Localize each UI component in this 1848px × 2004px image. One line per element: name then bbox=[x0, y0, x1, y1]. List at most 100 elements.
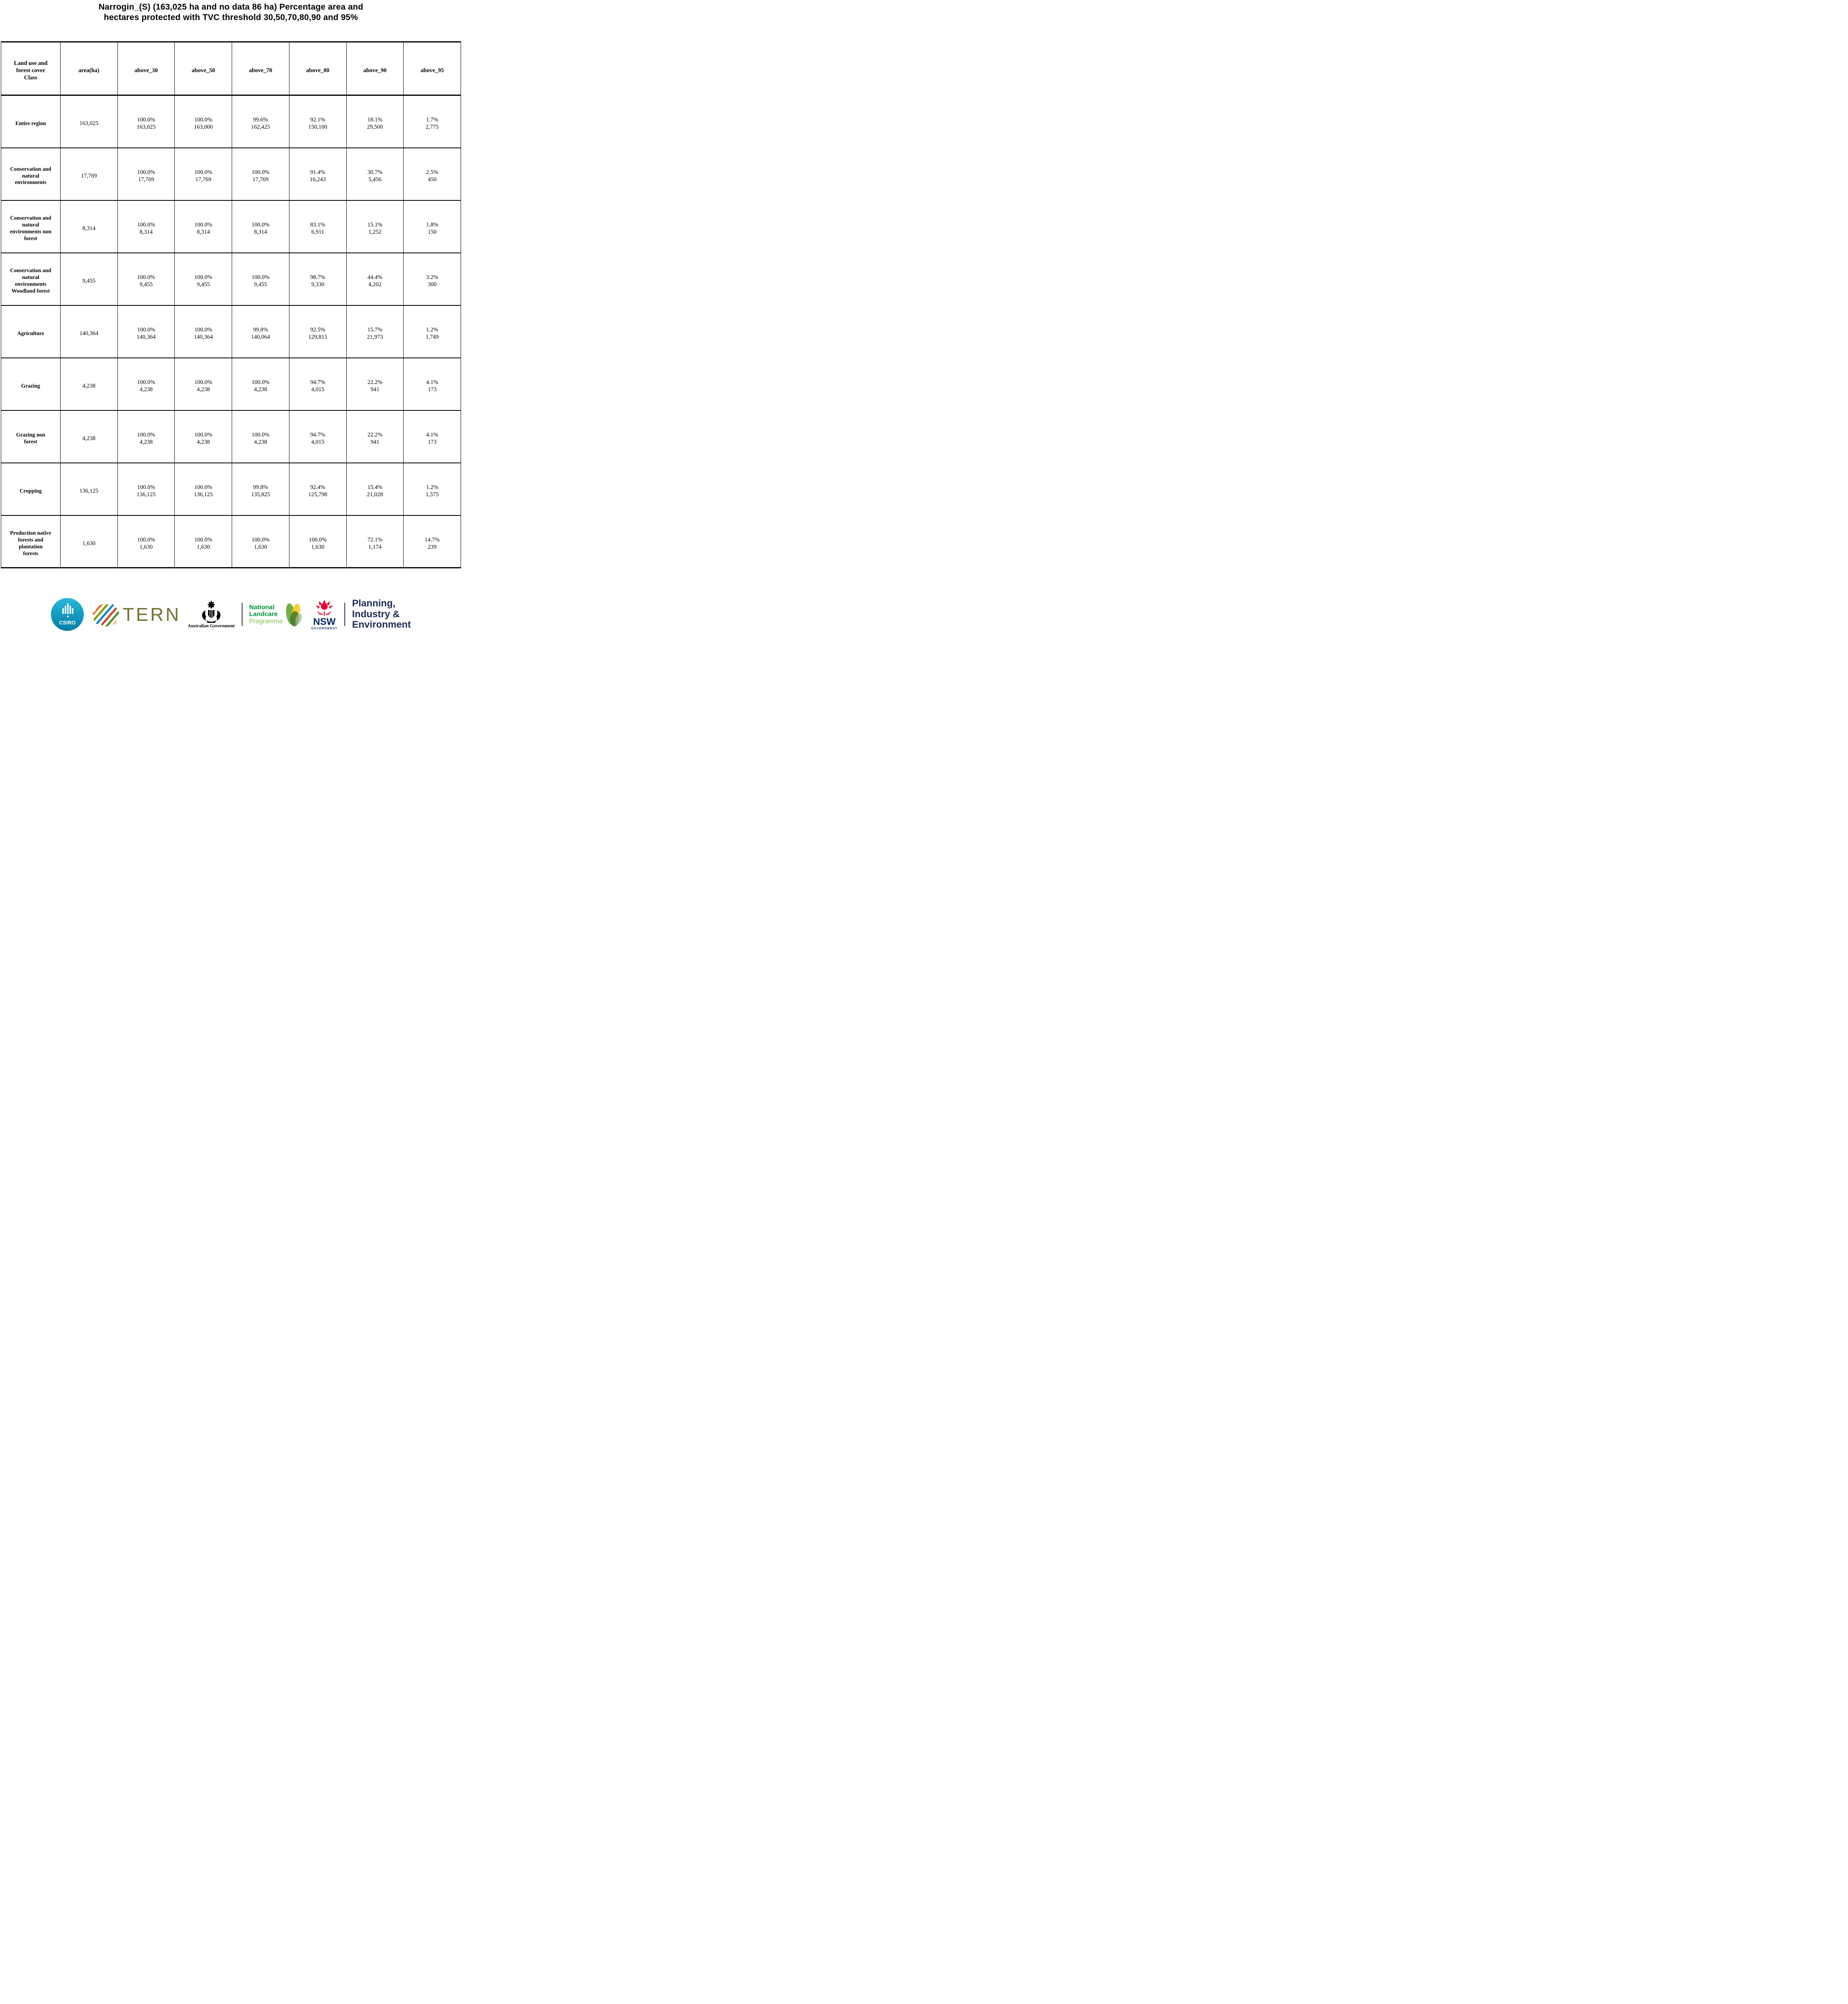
divider bbox=[344, 603, 346, 626]
australian-government-logo: Australian Government bbox=[188, 600, 235, 628]
data-cell: 99.6% 162,425 bbox=[232, 95, 289, 148]
table-row: Conservation and natural environments 17… bbox=[1, 147, 461, 201]
data-cell: 100.0% 8,314 bbox=[117, 200, 175, 253]
row-label: Conservation and natural environments no… bbox=[1, 200, 61, 253]
table-row: Entire region 163,025 100.0% 163,025 100… bbox=[1, 95, 461, 148]
data-cell: 100.0% 1,630 bbox=[174, 515, 233, 568]
data-cell: 100.0% 4,238 bbox=[232, 410, 289, 463]
data-cell: 1.2% 1,749 bbox=[403, 305, 461, 358]
data-cell: 94.7% 4,015 bbox=[289, 357, 347, 411]
data-cell: 92.1% 150,100 bbox=[289, 95, 347, 148]
csiro-label: CSIRO bbox=[59, 620, 75, 626]
data-cell: 91.4% 16,243 bbox=[289, 147, 347, 201]
data-cell: 4.1% 173 bbox=[403, 357, 461, 411]
column-header-class: Land use and forest cover Class bbox=[1, 41, 61, 96]
header-row: Land use and forest cover Class area(ha)… bbox=[1, 41, 461, 96]
column-header-area: area(ha) bbox=[60, 41, 118, 96]
table-row: Cropping 136,125 100.0% 136,125 100.0% 1… bbox=[1, 462, 461, 516]
data-cell: 14.7% 239 bbox=[403, 515, 461, 568]
table-row: Agriculture 140,364 100.0% 140,364 100.0… bbox=[1, 305, 461, 358]
row-label: Grazing non forest bbox=[1, 410, 61, 463]
data-cell: 100.0% 17,769 bbox=[232, 147, 289, 201]
data-cell: 44.4% 4,202 bbox=[346, 252, 404, 306]
data-cell: 22.2% 941 bbox=[346, 410, 404, 463]
row-label: Grazing bbox=[1, 357, 61, 411]
csiro-logo-icon: CSIRO bbox=[51, 598, 84, 631]
data-cell: 18.1% 29,500 bbox=[346, 95, 404, 148]
data-cell: 100.0% 8,314 bbox=[174, 200, 233, 253]
table-row: Production native forests and plantation… bbox=[1, 515, 461, 568]
planning-line2: Industry & bbox=[352, 608, 400, 620]
nsw-waratah-icon bbox=[315, 599, 334, 616]
table-row: Grazing 4,238 100.0% 4,238 100.0% 4,238 … bbox=[1, 357, 461, 411]
row-label: Production native forests and plantation… bbox=[1, 515, 61, 568]
row-label: Conservation and natural environments Wo… bbox=[1, 252, 61, 306]
tern-logo: TERN bbox=[91, 601, 181, 628]
area-cell: 136,125 bbox=[60, 462, 118, 516]
row-label: Conservation and natural environments bbox=[1, 147, 61, 201]
australian-government-label: Australian Government bbox=[188, 624, 235, 628]
data-cell: 100.0% 1,630 bbox=[289, 515, 347, 568]
australian-government-crest-icon bbox=[202, 600, 220, 623]
data-cell: 72.1% 1,174 bbox=[346, 515, 404, 568]
data-cell: 100.0% 9,455 bbox=[117, 252, 175, 306]
page-title-line1: Narrogin_(S) (163,025 ha and no data 86 … bbox=[98, 2, 364, 12]
table-row: Grazing non forest 4,238 100.0% 4,238 10… bbox=[1, 410, 461, 463]
column-header-above80: above_80 bbox=[289, 41, 347, 96]
data-cell: 100.0% 4,238 bbox=[232, 357, 289, 411]
landcare-line1: National bbox=[249, 604, 275, 611]
data-cell: 100.0% 140,364 bbox=[174, 305, 233, 358]
data-cell: 100.0% 136,125 bbox=[174, 462, 233, 516]
data-cell: 1.8% 150 bbox=[403, 200, 461, 253]
tvc-threshold-table: Land use and forest cover Class area(ha)… bbox=[1, 41, 461, 568]
data-cell: 100.0% 163,025 bbox=[117, 95, 175, 148]
data-cell: 83.1% 6,911 bbox=[289, 200, 347, 253]
planning-line3: Environment bbox=[352, 619, 411, 630]
row-label: Entire region bbox=[1, 95, 61, 148]
row-label: Cropping bbox=[1, 462, 61, 516]
data-cell: 100.0% 8,314 bbox=[232, 200, 289, 253]
column-header-above50: above_50 bbox=[174, 41, 233, 96]
data-cell: 100.0% 9,455 bbox=[174, 252, 233, 306]
table-row: Conservation and natural environments Wo… bbox=[1, 252, 461, 306]
data-cell: 100.0% 163,000 bbox=[174, 95, 233, 148]
tern-australia-map-icon bbox=[93, 604, 119, 626]
planning-industry-environment-logo: Planning, Industry & Environment bbox=[352, 598, 411, 631]
area-cell: 17,769 bbox=[60, 147, 118, 201]
data-cell: 94.7% 4,015 bbox=[289, 410, 347, 463]
row-label: Agriculture bbox=[1, 305, 61, 358]
data-cell: 92.4% 125,798 bbox=[289, 462, 347, 516]
landcare-line2: Landcare bbox=[249, 611, 278, 618]
data-cell: 15.1% 1,252 bbox=[346, 200, 404, 253]
nsw-label: NSW bbox=[313, 616, 336, 627]
logo-strip: CSIRO TERN bbox=[0, 592, 462, 636]
divider bbox=[241, 603, 243, 626]
data-cell: 99.8% 140,064 bbox=[232, 305, 289, 358]
data-cell: 22.2% 941 bbox=[346, 357, 404, 411]
data-cell: 1.7% 2,775 bbox=[403, 95, 461, 148]
page-title: Narrogin_(S) (163,025 ha and no data 86 … bbox=[0, 0, 462, 23]
area-cell: 163,025 bbox=[60, 95, 118, 148]
data-cell: 99.8% 135,825 bbox=[232, 462, 289, 516]
tern-label: TERN bbox=[123, 604, 181, 625]
data-cell: 100.0% 9,455 bbox=[232, 252, 289, 306]
column-header-above70: above_70 bbox=[232, 41, 289, 96]
area-cell: 8,314 bbox=[60, 200, 118, 253]
data-cell: 98.7% 9,330 bbox=[289, 252, 347, 306]
area-cell: 4,238 bbox=[60, 410, 118, 463]
data-cell: 100.0% 4,238 bbox=[174, 410, 233, 463]
data-cell: 100.0% 17,769 bbox=[117, 147, 175, 201]
data-cell: 100.0% 17,769 bbox=[174, 147, 233, 201]
data-cell: 3.2% 300 bbox=[403, 252, 461, 306]
data-cell: 15.7% 21,973 bbox=[346, 305, 404, 358]
data-cell: 100.0% 1,630 bbox=[117, 515, 175, 568]
column-header-above90: above_90 bbox=[346, 41, 404, 96]
data-cell: 100.0% 4,238 bbox=[117, 357, 175, 411]
data-cell: 1.2% 1,575 bbox=[403, 462, 461, 516]
data-cell: 15.4% 21,028 bbox=[346, 462, 404, 516]
table-row: Conservation and natural environments no… bbox=[1, 200, 461, 253]
csiro-circle-icon: CSIRO bbox=[51, 598, 84, 631]
landcare-leaf-icon bbox=[286, 603, 302, 626]
report-page: Narrogin_(S) (163,025 ha and no data 86 … bbox=[0, 0, 462, 640]
column-header-above30: above_30 bbox=[117, 41, 175, 96]
